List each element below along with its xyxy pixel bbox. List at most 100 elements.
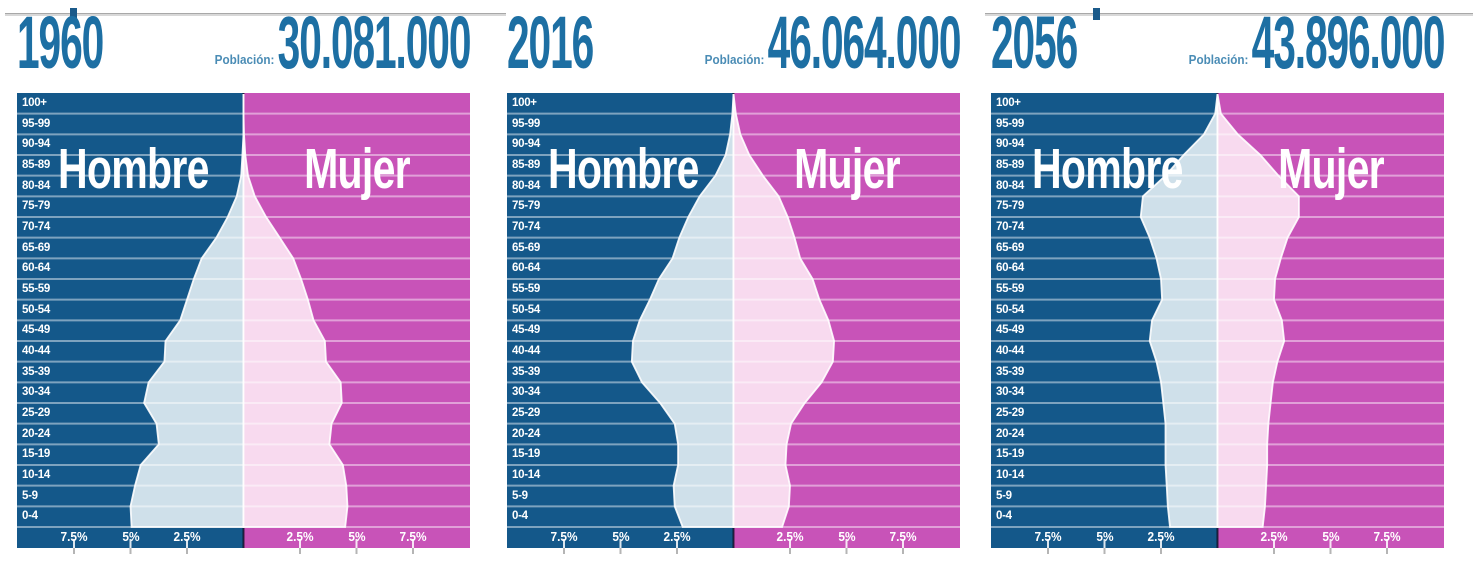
axis-tick-label: 2.5% bbox=[663, 530, 691, 544]
age-group-label: 40-44 bbox=[22, 345, 50, 357]
axis-tick-label: 7.5% bbox=[889, 530, 917, 544]
pyramid-panel-1: 1960 Población: 30.081.000 100+ 95-99 90-9… bbox=[17, 0, 471, 563]
population-value: 46.064.000 bbox=[767, 1, 961, 84]
axis-tick-label: 7.5% bbox=[550, 530, 578, 544]
mujer-label: Mujer bbox=[304, 137, 411, 201]
year-slider-track-1960[interactable] bbox=[5, 8, 506, 20]
age-group-label: 15-19 bbox=[22, 448, 50, 461]
axis-tick-label: 7.5% bbox=[60, 530, 88, 544]
year-slider-handle-2056[interactable] bbox=[1093, 8, 1100, 20]
panel-header: 2016 Población: 46.064.000 bbox=[507, 0, 961, 93]
hombre-label: Hombre bbox=[1032, 137, 1183, 201]
axis-tick-label: 7.5% bbox=[1373, 530, 1401, 544]
year-label: 1960 bbox=[17, 1, 104, 84]
age-group-label: 80-84 bbox=[22, 179, 50, 192]
age-group-label: 25-29 bbox=[512, 407, 540, 419]
age-group-label: 75-79 bbox=[512, 200, 540, 213]
age-group-label: 25-29 bbox=[996, 407, 1024, 419]
age-group-label: 45-49 bbox=[996, 324, 1024, 337]
axis-tick-label: 5% bbox=[1095, 530, 1114, 544]
age-group-label: 85-89 bbox=[996, 159, 1024, 171]
age-group-label: 25-29 bbox=[22, 407, 50, 419]
age-group-label: 95-99 bbox=[512, 117, 540, 130]
age-group-label: 55-59 bbox=[22, 283, 50, 295]
age-group-label: 85-89 bbox=[512, 159, 540, 171]
axis-tick-label: 2.5% bbox=[1147, 530, 1175, 544]
axis-tick-label: 2.5% bbox=[1260, 530, 1288, 544]
age-group-label: 40-44 bbox=[512, 345, 540, 357]
age-group-label: 45-49 bbox=[22, 324, 50, 337]
age-group-label: 40-44 bbox=[996, 345, 1024, 357]
axis-tick-label: 5% bbox=[837, 530, 856, 544]
pyramid-chart: 100+ 95-99 90-94 85-89 80-84 75-79 70-74 65-69 6… bbox=[17, 93, 470, 555]
age-group-label: 65-69 bbox=[22, 241, 50, 254]
age-group-label: 5-9 bbox=[512, 489, 528, 502]
age-group-label: 0-4 bbox=[996, 510, 1012, 523]
hombre-label: Hombre bbox=[58, 137, 209, 201]
axis-tick-label: 5% bbox=[1321, 530, 1340, 544]
pyramid-panel-3: 2056 Población: 43.896.000 100+ 95-99 90-9… bbox=[991, 0, 1445, 563]
age-group-label: 75-79 bbox=[996, 200, 1024, 213]
age-group-label: 95-99 bbox=[22, 117, 50, 130]
age-group-label: 10-14 bbox=[512, 469, 540, 481]
axis-tick-label: 2.5% bbox=[173, 530, 201, 544]
age-group-label: 70-74 bbox=[512, 221, 540, 233]
population-value: 43.896.000 bbox=[1251, 1, 1445, 84]
year-slider-handle-1960[interactable] bbox=[70, 8, 77, 20]
age-group-label: 20-24 bbox=[22, 427, 50, 440]
axis-tick-label: 7.5% bbox=[399, 530, 427, 544]
age-group-label: 55-59 bbox=[512, 283, 540, 295]
age-group-label: 100+ bbox=[22, 97, 47, 109]
age-group-label: 30-34 bbox=[512, 386, 540, 399]
mujer-label: Mujer bbox=[1278, 137, 1385, 201]
population-caption: Población: bbox=[214, 52, 274, 67]
age-group-label: 35-39 bbox=[512, 365, 540, 378]
hombre-label: Hombre bbox=[548, 137, 699, 201]
age-group-label: 50-54 bbox=[512, 303, 540, 316]
age-group-label: 15-19 bbox=[512, 448, 540, 461]
age-group-label: 5-9 bbox=[22, 489, 38, 502]
age-group-label: 15-19 bbox=[996, 448, 1024, 461]
population-caption: Población: bbox=[1188, 52, 1248, 67]
axis-tick-label: 7.5% bbox=[1034, 530, 1062, 544]
age-group-label: 20-24 bbox=[996, 427, 1024, 440]
age-group-label: 45-49 bbox=[512, 324, 540, 337]
age-group-label: 95-99 bbox=[996, 117, 1024, 130]
age-group-label: 90-94 bbox=[512, 138, 540, 151]
pyramid-panel-2: 2016 Población: 46.064.000 100+ 95-99 90-9… bbox=[507, 0, 961, 563]
year-label: 2016 bbox=[507, 1, 594, 84]
mujer-label: Mujer bbox=[794, 137, 901, 201]
age-group-label: 30-34 bbox=[22, 386, 50, 399]
age-group-label: 65-69 bbox=[996, 241, 1024, 254]
age-group-label: 5-9 bbox=[996, 489, 1012, 502]
age-group-label: 90-94 bbox=[996, 138, 1024, 151]
age-group-label: 0-4 bbox=[512, 510, 528, 523]
age-group-label: 100+ bbox=[512, 97, 537, 109]
pyramid-chart: 100+ 95-99 90-94 85-89 80-84 75-79 70-74 65-69 6… bbox=[507, 93, 960, 555]
age-group-label: 50-54 bbox=[996, 303, 1024, 316]
panel-header: 2056 Población: 43.896.000 bbox=[991, 0, 1445, 93]
axis-tick-label: 5% bbox=[121, 530, 140, 544]
age-group-label: 10-14 bbox=[996, 469, 1024, 481]
panel-header: 1960 Población: 30.081.000 bbox=[17, 0, 471, 93]
population-value: 30.081.000 bbox=[277, 1, 471, 84]
axis-tick-label: 5% bbox=[347, 530, 366, 544]
pyramid-svg bbox=[991, 93, 1444, 554]
age-group-label: 70-74 bbox=[996, 221, 1024, 233]
age-group-label: 30-34 bbox=[996, 386, 1024, 399]
pyramid-chart: 100+ 95-99 90-94 85-89 80-84 75-79 70-74 65-69 6… bbox=[991, 93, 1444, 555]
axis-tick-label: 2.5% bbox=[776, 530, 804, 544]
age-group-label: 80-84 bbox=[512, 179, 540, 192]
age-group-label: 35-39 bbox=[22, 365, 50, 378]
age-group-label: 60-64 bbox=[22, 262, 50, 275]
year-slider-track-2056[interactable] bbox=[985, 8, 1473, 20]
pyramid-svg bbox=[17, 93, 470, 554]
population-caption: Población: bbox=[704, 52, 764, 67]
age-group-label: 35-39 bbox=[996, 365, 1024, 378]
age-group-label: 55-59 bbox=[996, 283, 1024, 295]
age-group-label: 100+ bbox=[996, 97, 1021, 109]
age-group-label: 65-69 bbox=[512, 241, 540, 254]
axis-tick-label: 5% bbox=[611, 530, 630, 544]
age-group-label: 75-79 bbox=[22, 200, 50, 213]
